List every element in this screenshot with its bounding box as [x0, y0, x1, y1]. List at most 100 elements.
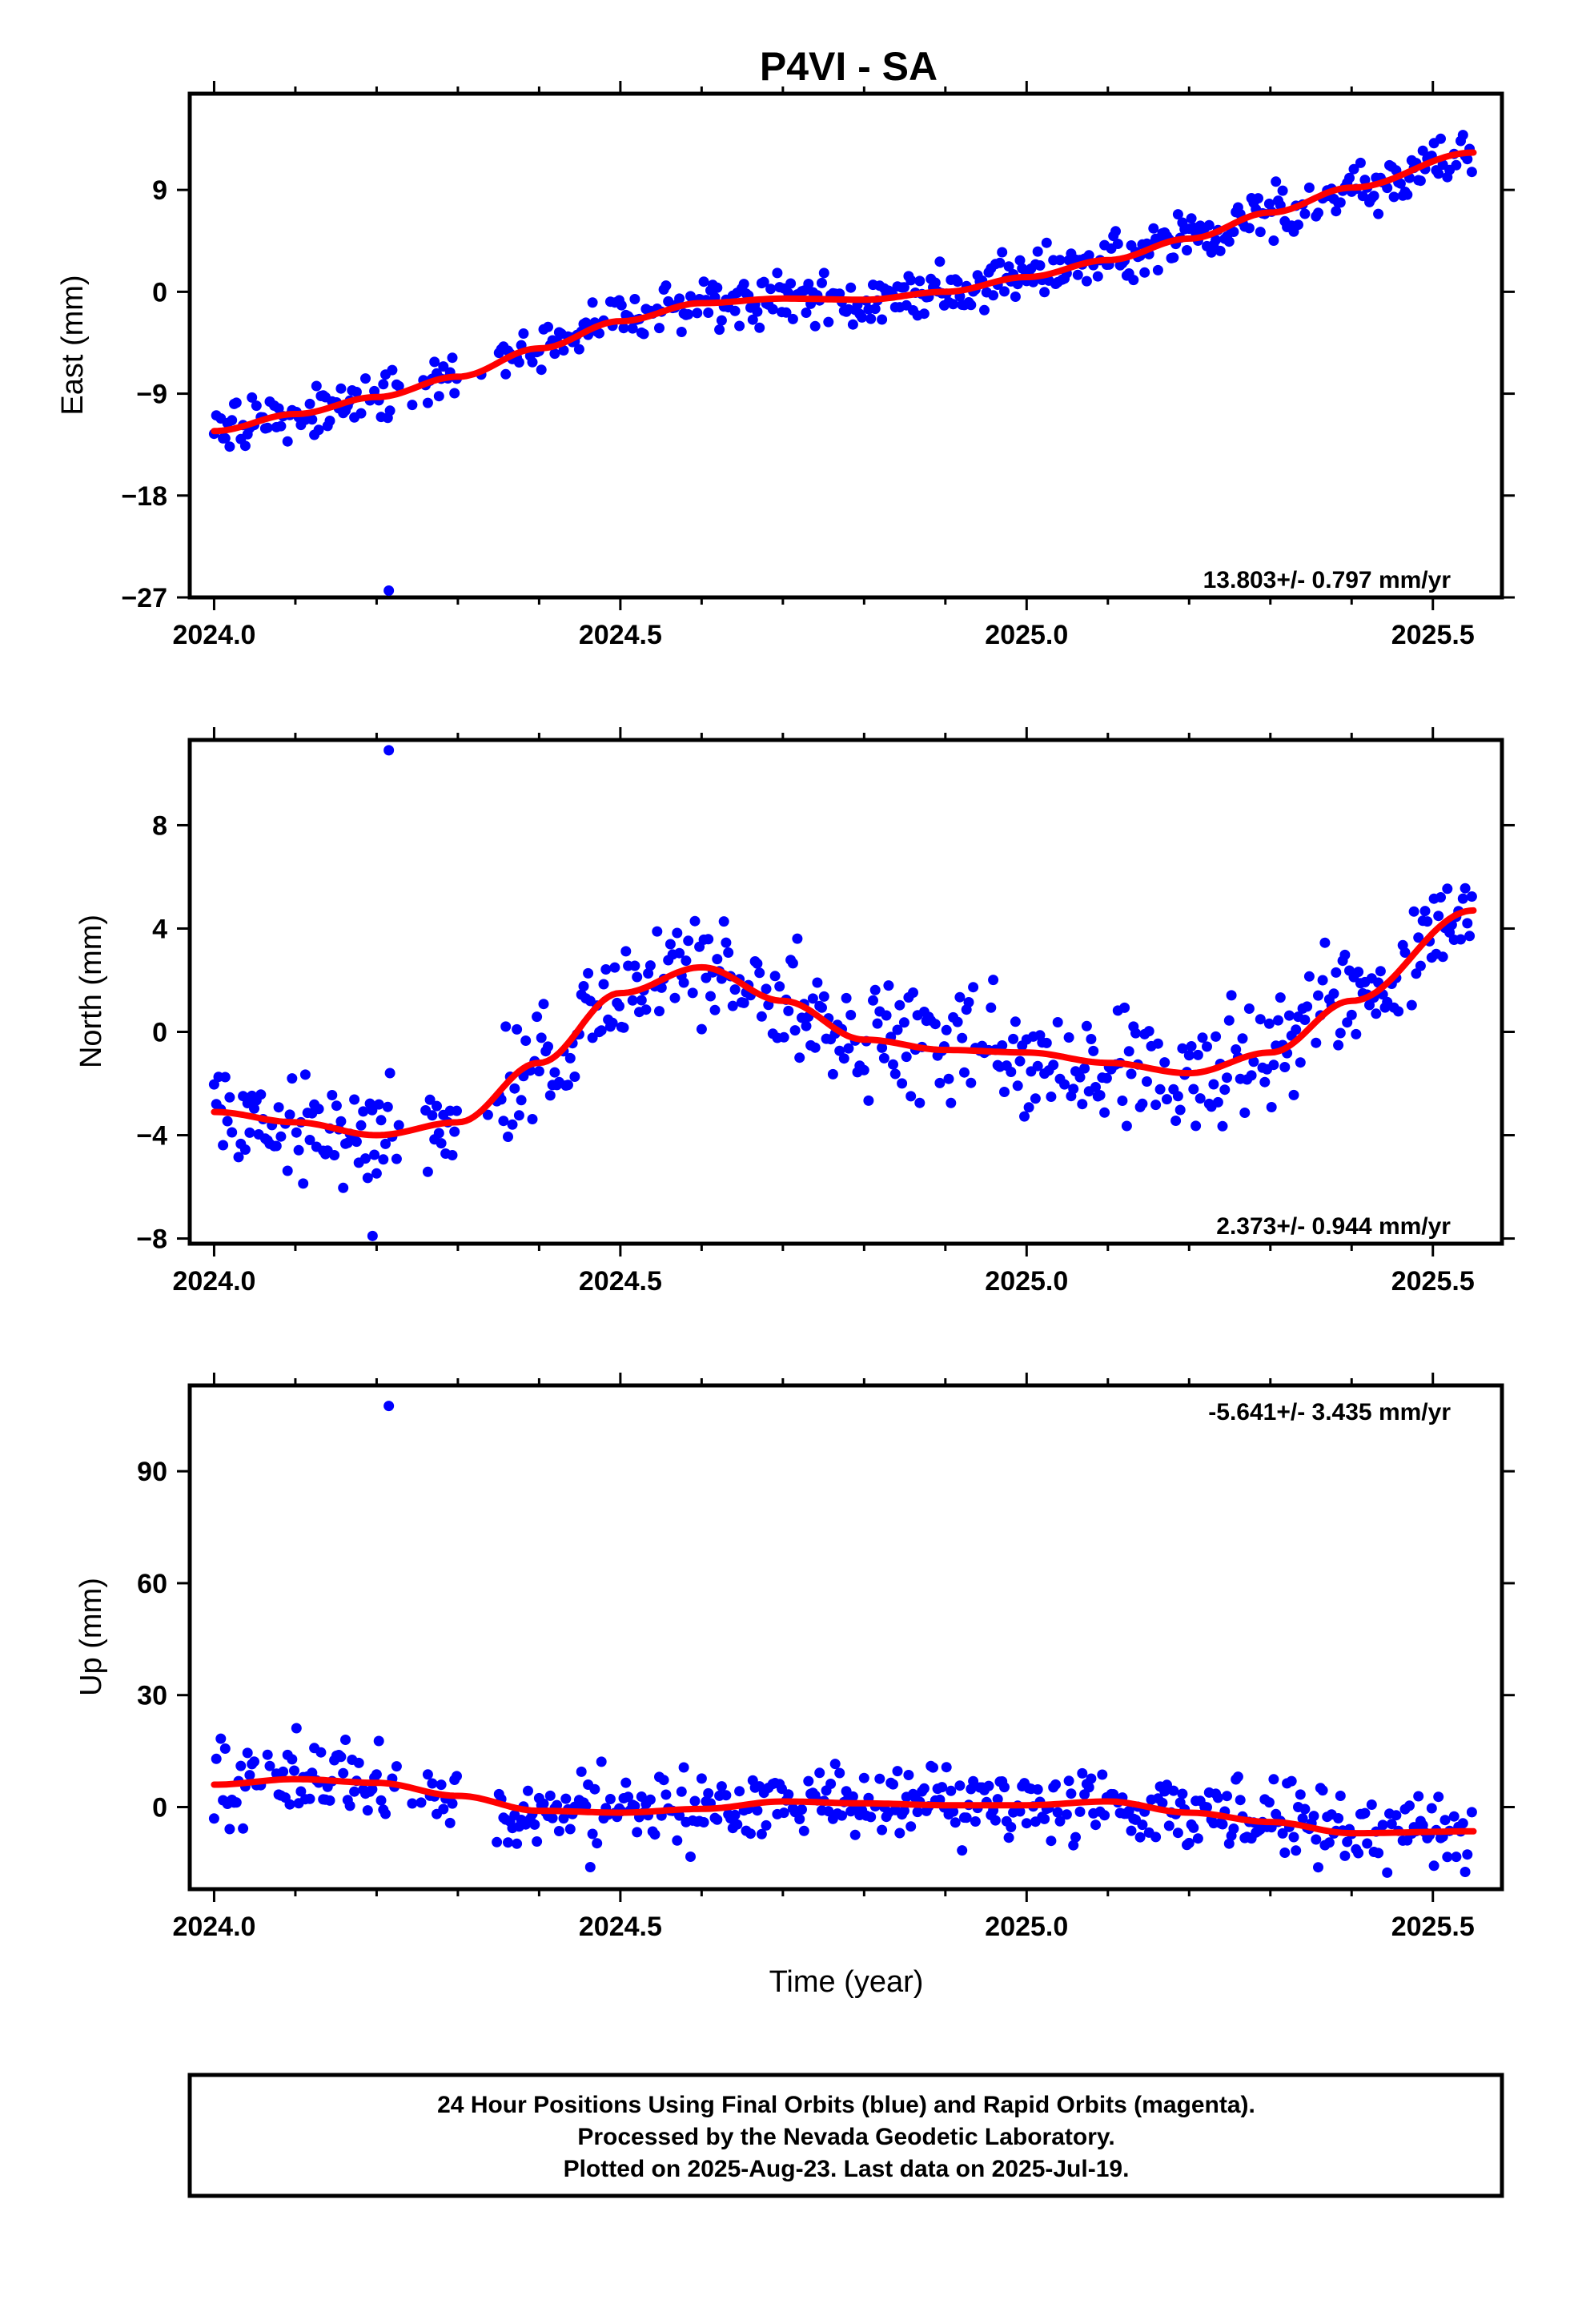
data-point	[756, 1011, 767, 1022]
data-point	[665, 939, 676, 950]
data-point	[1333, 1039, 1344, 1051]
data-point	[500, 368, 512, 380]
data-point	[618, 323, 629, 334]
data-point	[224, 441, 235, 452]
data-point	[948, 1806, 959, 1817]
data-point	[255, 1089, 267, 1100]
data-point	[349, 1094, 360, 1105]
data-point	[1010, 292, 1021, 302]
data-point	[649, 1829, 661, 1840]
data-point	[362, 1172, 373, 1184]
x-tick-label: 2025.0	[985, 1266, 1068, 1297]
data-point	[941, 1762, 952, 1773]
data-point	[1174, 1104, 1186, 1116]
data-point	[672, 1835, 683, 1846]
data-point	[1074, 1072, 1086, 1083]
data-point	[447, 352, 458, 364]
data-point	[801, 308, 812, 318]
data-point	[1077, 1767, 1088, 1779]
data-point	[954, 1780, 966, 1791]
data-point	[447, 1150, 458, 1160]
data-point	[1413, 1791, 1424, 1802]
data-point	[1342, 1836, 1353, 1848]
data-point	[219, 1072, 231, 1083]
data-point	[1457, 1818, 1468, 1829]
data-point	[1435, 892, 1446, 903]
data-point	[353, 1757, 364, 1768]
data-point	[877, 1042, 888, 1053]
data-point	[698, 1817, 709, 1827]
data-point	[278, 1766, 289, 1777]
data-point	[1259, 1076, 1271, 1088]
outlier-point	[383, 585, 395, 597]
data-point	[380, 1138, 391, 1149]
data-point	[941, 1024, 952, 1035]
data-point	[1456, 934, 1466, 945]
data-point	[643, 968, 654, 979]
data-point	[291, 1127, 302, 1138]
data-point	[892, 1766, 903, 1777]
data-point	[1092, 271, 1103, 282]
data-point	[758, 276, 769, 287]
data-point	[729, 984, 741, 995]
data-point	[304, 1135, 315, 1145]
data-point	[335, 383, 347, 394]
data-point	[767, 304, 778, 315]
data-point	[703, 934, 714, 945]
x-tick-label: 2025.5	[1391, 620, 1475, 650]
data-point	[957, 1032, 968, 1043]
data-point	[1243, 223, 1255, 234]
data-point	[797, 1804, 807, 1815]
data-point	[1112, 239, 1123, 249]
data-point	[1263, 199, 1275, 209]
data-point	[1466, 1807, 1477, 1818]
data-point	[1339, 1850, 1351, 1861]
data-point	[351, 387, 362, 397]
data-point	[549, 1067, 560, 1078]
data-point	[727, 1000, 738, 1011]
data-point	[304, 1793, 315, 1804]
data-point	[644, 1794, 656, 1805]
data-point	[1283, 1010, 1295, 1021]
data-point	[1419, 906, 1431, 917]
data-point	[898, 1805, 909, 1816]
data-point	[1437, 951, 1448, 963]
x-axis-label: Time (year)	[769, 1965, 924, 1999]
data-point	[503, 1132, 513, 1142]
data-point	[952, 1016, 963, 1027]
data-point	[1266, 1102, 1277, 1112]
data-point	[817, 1002, 827, 1013]
data-point	[1128, 275, 1139, 286]
data-point	[903, 1770, 914, 1780]
data-point	[734, 320, 745, 332]
data-point	[1348, 163, 1359, 175]
data-point	[1279, 1848, 1291, 1858]
trend-line-east	[211, 149, 1477, 435]
data-point	[1032, 1784, 1043, 1795]
data-point	[1050, 1779, 1061, 1790]
data-point	[678, 1762, 689, 1773]
data-point	[698, 276, 709, 287]
data-point	[520, 1035, 532, 1046]
data-point	[553, 1826, 564, 1836]
data-point	[765, 283, 777, 295]
y-tick-label: 90	[137, 1457, 167, 1487]
data-point	[1197, 1032, 1208, 1043]
data-point	[986, 1002, 997, 1013]
data-point	[930, 277, 941, 288]
data-point	[685, 1852, 696, 1862]
data-point	[289, 1765, 299, 1776]
data-point	[583, 967, 594, 979]
data-point	[358, 1106, 369, 1117]
data-point	[1359, 1807, 1371, 1819]
data-point	[747, 314, 758, 325]
data-point	[943, 1073, 954, 1084]
data-point	[438, 1803, 449, 1815]
data-point	[329, 1150, 340, 1160]
data-point	[803, 1775, 814, 1787]
data-point	[1119, 1002, 1130, 1013]
data-point	[1008, 1033, 1019, 1044]
data-point	[629, 294, 640, 304]
data-point	[335, 1751, 347, 1763]
